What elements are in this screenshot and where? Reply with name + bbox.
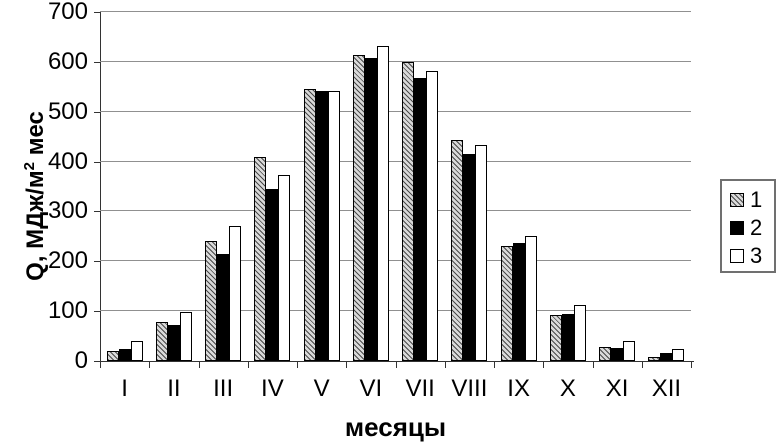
- gridline-500: [100, 110, 691, 112]
- bar-series3-month-I: [130, 341, 143, 361]
- x-axis-title: месяцы: [344, 412, 447, 442]
- y-tick-label-100: 100: [47, 297, 88, 325]
- legend-swatch-black-icon: [730, 221, 744, 235]
- legend-label-1: 1: [750, 187, 763, 212]
- gridline-400: [100, 160, 691, 162]
- bar-series3-month-VII: [426, 71, 439, 361]
- bar-series3-month-XI: [623, 341, 636, 361]
- y-tick-label-700: 700: [47, 0, 88, 25]
- bar-series2-month-IX: [512, 243, 525, 361]
- x-tick-label-XII: XII: [651, 375, 682, 402]
- y-axis-tick-700: [94, 12, 100, 13]
- bar-series1-month-IV: [254, 157, 267, 361]
- x-axis-tick-9: [543, 362, 545, 368]
- bar-series1-month-V: [303, 89, 316, 361]
- x-tick-label-VII: VII: [405, 375, 435, 402]
- x-tick-label-VI: VI: [359, 375, 383, 402]
- x-tick-label-XI: XI: [605, 375, 629, 402]
- gridline-100: [100, 310, 691, 312]
- bar-series2-month-X: [561, 314, 574, 361]
- x-axis-line: [100, 361, 694, 362]
- gridline-300: [100, 210, 691, 212]
- x-tick-label-III: III: [213, 375, 234, 402]
- x-axis-tick-5: [346, 362, 348, 368]
- y-axis-tick-100: [94, 311, 100, 313]
- x-axis-tick-11: [641, 362, 643, 368]
- x-tick-label-IV: IV: [261, 375, 284, 402]
- bar-series3-month-III: [229, 226, 242, 361]
- plot-area: [100, 11, 691, 361]
- bar-series1-month-XI: [599, 347, 612, 361]
- y-tick-label-300: 300: [47, 197, 88, 225]
- x-axis-tick-7: [444, 362, 446, 368]
- legend-swatch-hatched-icon: [730, 193, 744, 207]
- legend-item-3: 3: [730, 242, 774, 270]
- y-axis-tick-300: [94, 211, 100, 213]
- bar-series3-month-VIII: [475, 145, 488, 361]
- bar-series3-month-V: [327, 91, 340, 361]
- x-tick-label-IX: IX: [507, 375, 530, 402]
- y-tick-label-200: 200: [47, 247, 88, 275]
- bar-series2-month-I: [118, 349, 131, 361]
- bar-series3-month-IX: [524, 236, 537, 361]
- x-axis-tick-6: [395, 362, 397, 368]
- x-tick-label-V: V: [313, 375, 330, 402]
- bar-series1-month-VI: [352, 55, 365, 361]
- bar-series2-month-VI: [364, 58, 377, 361]
- bar-series1-month-VII: [402, 62, 415, 361]
- x-axis-tick-12: [691, 362, 692, 368]
- y-tick-label-400: 400: [47, 147, 88, 175]
- legend-label-3: 3: [750, 243, 763, 268]
- x-axis-tick-1: [149, 362, 151, 368]
- x-tick-label-I: I: [121, 375, 128, 402]
- bar-series3-month-X: [573, 305, 586, 361]
- bar-series2-month-II: [167, 325, 180, 361]
- bar-series2-month-V: [315, 91, 328, 361]
- y-axis-tick-0: [94, 361, 100, 362]
- x-axis-tick-3: [247, 362, 249, 368]
- bar-series1-month-VIII: [451, 140, 464, 361]
- x-tick-label-II: II: [167, 375, 181, 402]
- y-axis-line: [100, 12, 101, 362]
- bar-series2-month-XII: [660, 353, 673, 361]
- x-tick-label-X: X: [559, 375, 576, 402]
- y-tick-label-0: 0: [74, 347, 88, 374]
- y-axis-tick-400: [94, 161, 100, 163]
- bar-series2-month-VII: [414, 78, 427, 361]
- x-axis-tick-0: [100, 362, 101, 368]
- bar-series2-month-XI: [611, 348, 624, 361]
- bar-series1-month-I: [106, 351, 119, 361]
- x-axis-tick-10: [592, 362, 594, 368]
- bar-series1-month-XII: [648, 357, 661, 361]
- bar-series3-month-XII: [672, 349, 685, 361]
- y-tick-label-500: 500: [47, 97, 88, 125]
- y-tick-label-600: 600: [47, 47, 88, 75]
- bar-series2-month-III: [217, 254, 230, 361]
- legend-item-1: 1: [730, 186, 774, 214]
- bar-series1-month-II: [155, 322, 168, 361]
- bar-series3-month-IV: [278, 175, 291, 361]
- gridline-700: [100, 11, 691, 12]
- bar-series2-month-VIII: [463, 154, 476, 361]
- x-tick-label-VIII: VIII: [451, 375, 488, 402]
- bar-series2-month-IV: [266, 189, 279, 361]
- bar-series3-month-VI: [376, 46, 389, 361]
- legend-label-2: 2: [750, 215, 763, 240]
- legend-item-2: 2: [730, 214, 774, 242]
- bar-series1-month-IX: [500, 246, 513, 361]
- legend: 1 2 3: [720, 179, 776, 273]
- x-axis-tick-2: [198, 362, 200, 368]
- bar-series1-month-III: [205, 241, 218, 361]
- gridline-200: [100, 260, 691, 262]
- y-axis-tick-200: [94, 261, 100, 263]
- y-axis-tick-600: [94, 61, 100, 63]
- bar-series1-month-X: [549, 315, 562, 361]
- x-axis-tick-4: [297, 362, 298, 368]
- x-axis-tick-8: [494, 362, 495, 368]
- y-axis-tick-500: [94, 111, 100, 113]
- legend-swatch-white-icon: [730, 249, 744, 263]
- gridline-600: [100, 60, 691, 62]
- bar-series3-month-II: [179, 312, 192, 361]
